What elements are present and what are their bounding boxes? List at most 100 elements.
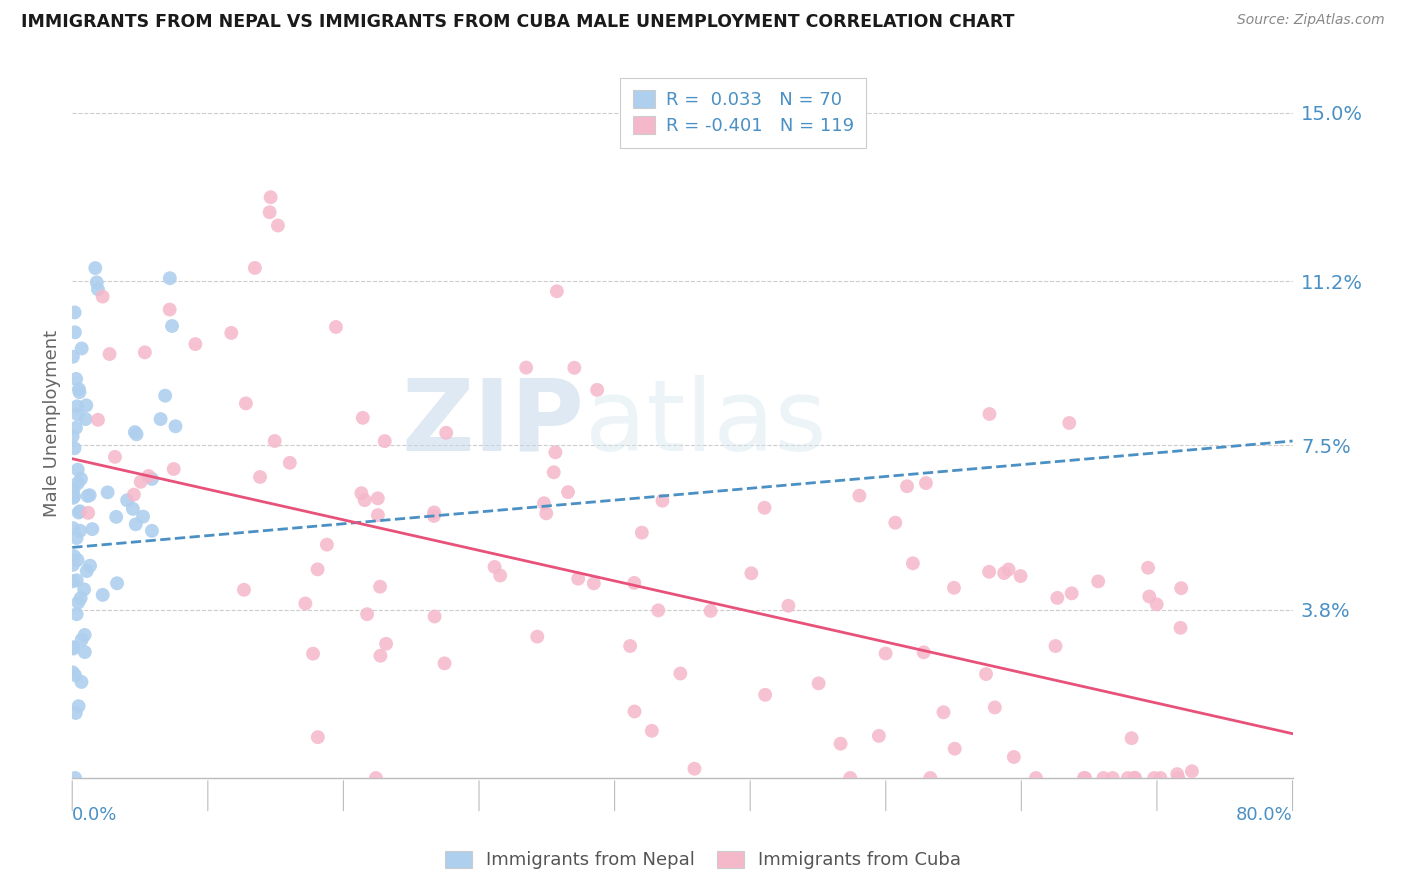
Point (1181, 764, 1204, 779)
Point (66, 476, 89, 491)
Point (1045, 639, 1067, 653)
Point (62, 482, 84, 496)
Point (134, 345, 156, 359)
Point (62, 350, 84, 364)
Point (875, 647, 897, 661)
Point (165, 419, 187, 434)
Point (263, 434, 285, 448)
Point (138, 469, 160, 483)
Point (77, 506, 100, 520)
Point (997, 562, 1019, 576)
Point (219, 326, 242, 340)
Point (159, 271, 181, 285)
Point (62, 641, 84, 656)
Point (375, 637, 398, 651)
Point (546, 285, 568, 299)
Point (543, 465, 565, 479)
Point (73, 582, 96, 597)
Point (259, 205, 281, 219)
Point (67, 506, 90, 520)
Point (65, 421, 87, 435)
Point (79, 488, 101, 502)
Point (76, 564, 98, 578)
Point (896, 479, 918, 493)
Point (73, 628, 96, 642)
Point (1167, 771, 1189, 785)
Point (623, 705, 645, 719)
Point (1121, 731, 1143, 746)
Point (754, 688, 776, 702)
Point (62, 665, 84, 680)
Point (868, 729, 890, 743)
Point (1123, 771, 1146, 785)
Point (374, 434, 396, 449)
Point (149, 412, 172, 426)
Point (839, 771, 862, 785)
Point (993, 566, 1015, 580)
Point (536, 507, 558, 521)
Point (67, 699, 90, 714)
Point (124, 425, 146, 439)
Point (66, 607, 89, 622)
Point (84, 261, 107, 276)
Point (82, 522, 104, 536)
Point (1092, 771, 1115, 785)
Point (368, 580, 391, 594)
Point (307, 562, 329, 576)
Point (1170, 621, 1192, 635)
Point (567, 572, 589, 586)
Point (544, 445, 567, 459)
Point (65, 372, 87, 386)
Point (1170, 581, 1192, 595)
Point (67, 595, 90, 609)
Point (129, 475, 152, 489)
Point (98, 347, 121, 361)
Point (526, 630, 548, 644)
Point (1010, 569, 1032, 583)
Point (105, 509, 128, 524)
Point (104, 450, 127, 464)
Point (1074, 771, 1097, 785)
Point (370, 648, 392, 663)
Point (1073, 771, 1095, 785)
Point (1116, 771, 1139, 785)
Point (352, 410, 374, 425)
Point (62, 429, 84, 443)
Point (141, 524, 163, 538)
Point (943, 581, 966, 595)
Text: 0.0%: 0.0% (72, 806, 118, 824)
Point (423, 609, 446, 624)
Point (235, 396, 257, 410)
Point (91, 588, 114, 602)
Point (699, 604, 721, 618)
Point (1025, 771, 1047, 785)
Point (920, 771, 942, 785)
Point (778, 599, 800, 613)
Point (1002, 750, 1025, 764)
Point (533, 496, 555, 510)
Point (66, 463, 89, 477)
Point (63, 771, 86, 785)
Point (243, 260, 266, 275)
Point (91, 289, 114, 303)
Text: IMMIGRANTS FROM NEPAL VS IMMIGRANTS FROM CUBA MALE UNEMPLOYMENT CORRELATION CHAR: IMMIGRANTS FROM NEPAL VS IMMIGRANTS FROM… (21, 13, 1015, 31)
Point (63, 549, 86, 563)
Point (807, 676, 830, 690)
Point (630, 525, 652, 540)
Legend: Immigrants from Nepal, Immigrants from Cuba: Immigrants from Nepal, Immigrants from C… (436, 842, 970, 879)
Point (184, 337, 207, 351)
Point (105, 576, 128, 591)
Point (63, 326, 86, 340)
Point (63, 442, 86, 456)
Point (1060, 586, 1083, 600)
Point (87, 282, 110, 296)
Point (153, 389, 176, 403)
Point (249, 470, 271, 484)
Point (669, 666, 692, 681)
Point (1143, 771, 1166, 785)
Point (62, 558, 84, 572)
Point (582, 576, 605, 591)
Point (1137, 560, 1160, 574)
Point (86, 276, 108, 290)
Point (1046, 591, 1069, 605)
